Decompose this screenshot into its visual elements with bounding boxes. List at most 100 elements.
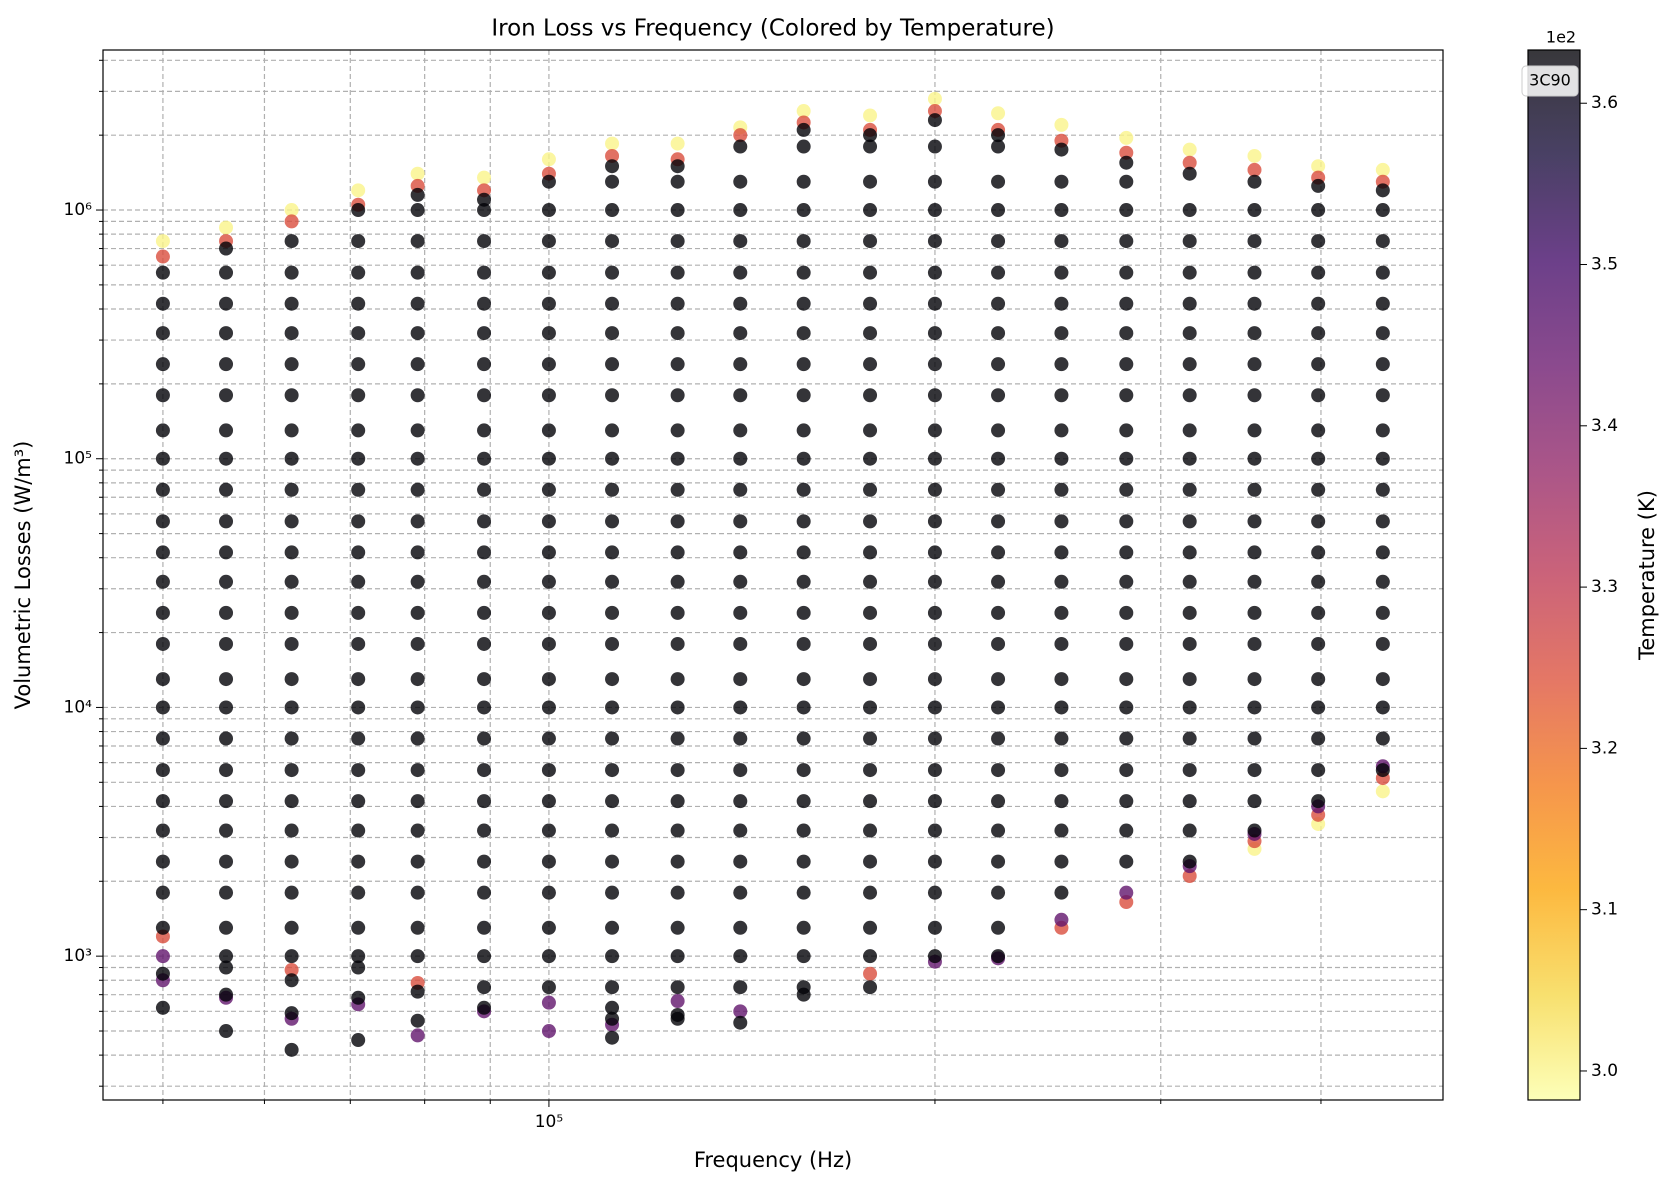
point	[733, 203, 748, 218]
point	[284, 1042, 299, 1057]
colorbar-tick-label: 3.0	[1591, 1061, 1618, 1081]
point	[605, 203, 620, 218]
point	[863, 357, 878, 372]
point	[1375, 296, 1390, 311]
point	[477, 545, 492, 560]
point	[410, 326, 425, 341]
point	[1119, 130, 1134, 145]
point	[155, 451, 170, 466]
point	[796, 949, 811, 964]
point	[1311, 794, 1326, 809]
point	[541, 574, 556, 589]
point	[605, 920, 620, 935]
chart-title: Iron Loss vs Frequency (Colored by Tempe…	[491, 16, 1054, 42]
point	[1182, 823, 1197, 838]
point	[1119, 885, 1134, 900]
point	[1311, 763, 1326, 778]
point	[1311, 423, 1326, 438]
point	[927, 91, 942, 106]
point	[927, 731, 942, 746]
colorbar	[1528, 50, 1580, 1100]
point	[796, 482, 811, 497]
point	[1375, 162, 1390, 177]
grid	[103, 50, 1443, 1100]
point	[477, 885, 492, 900]
point	[1182, 166, 1197, 181]
point	[541, 980, 556, 995]
point	[477, 794, 492, 809]
point	[155, 920, 170, 935]
point	[1247, 265, 1262, 280]
point	[670, 823, 685, 838]
point	[155, 1000, 170, 1015]
point	[1247, 357, 1262, 372]
point	[541, 482, 556, 497]
point	[927, 949, 942, 964]
point	[351, 794, 366, 809]
point	[1054, 234, 1069, 249]
point	[1119, 145, 1134, 160]
x-axis-label: Frequency (Hz)	[694, 1148, 852, 1172]
point	[541, 885, 556, 900]
point	[670, 731, 685, 746]
point	[155, 482, 170, 497]
point	[796, 574, 811, 589]
point	[670, 636, 685, 651]
point	[1247, 423, 1262, 438]
point	[863, 174, 878, 189]
point	[351, 545, 366, 560]
point	[351, 949, 366, 964]
point	[1375, 451, 1390, 466]
point	[863, 514, 878, 529]
point	[927, 203, 942, 218]
point	[477, 672, 492, 687]
point	[284, 296, 299, 311]
point	[733, 949, 748, 964]
point	[927, 113, 942, 128]
point	[541, 1024, 556, 1039]
point	[1247, 731, 1262, 746]
point	[733, 574, 748, 589]
point	[1054, 672, 1069, 687]
point	[477, 823, 492, 838]
point	[410, 949, 425, 964]
point	[1054, 731, 1069, 746]
point	[1247, 545, 1262, 560]
point	[605, 823, 620, 838]
point	[991, 636, 1006, 651]
point	[477, 234, 492, 249]
point	[541, 152, 556, 167]
point	[927, 763, 942, 778]
point	[991, 106, 1006, 121]
point	[605, 672, 620, 687]
point	[605, 451, 620, 466]
point	[991, 885, 1006, 900]
point	[410, 296, 425, 311]
point	[605, 357, 620, 372]
point	[284, 514, 299, 529]
point	[863, 636, 878, 651]
point	[351, 605, 366, 620]
point	[863, 296, 878, 311]
point	[1182, 672, 1197, 687]
point	[796, 357, 811, 372]
point	[219, 296, 234, 311]
point	[927, 296, 942, 311]
point	[1054, 605, 1069, 620]
point	[796, 122, 811, 137]
point	[605, 296, 620, 311]
point	[1311, 159, 1326, 174]
point	[1182, 700, 1197, 715]
point	[284, 482, 299, 497]
point	[991, 700, 1006, 715]
point	[733, 326, 748, 341]
point	[733, 885, 748, 900]
point	[1054, 388, 1069, 403]
point	[733, 794, 748, 809]
point	[733, 234, 748, 249]
point	[1182, 296, 1197, 311]
point	[1375, 605, 1390, 620]
point	[351, 885, 366, 900]
point	[1119, 854, 1134, 869]
